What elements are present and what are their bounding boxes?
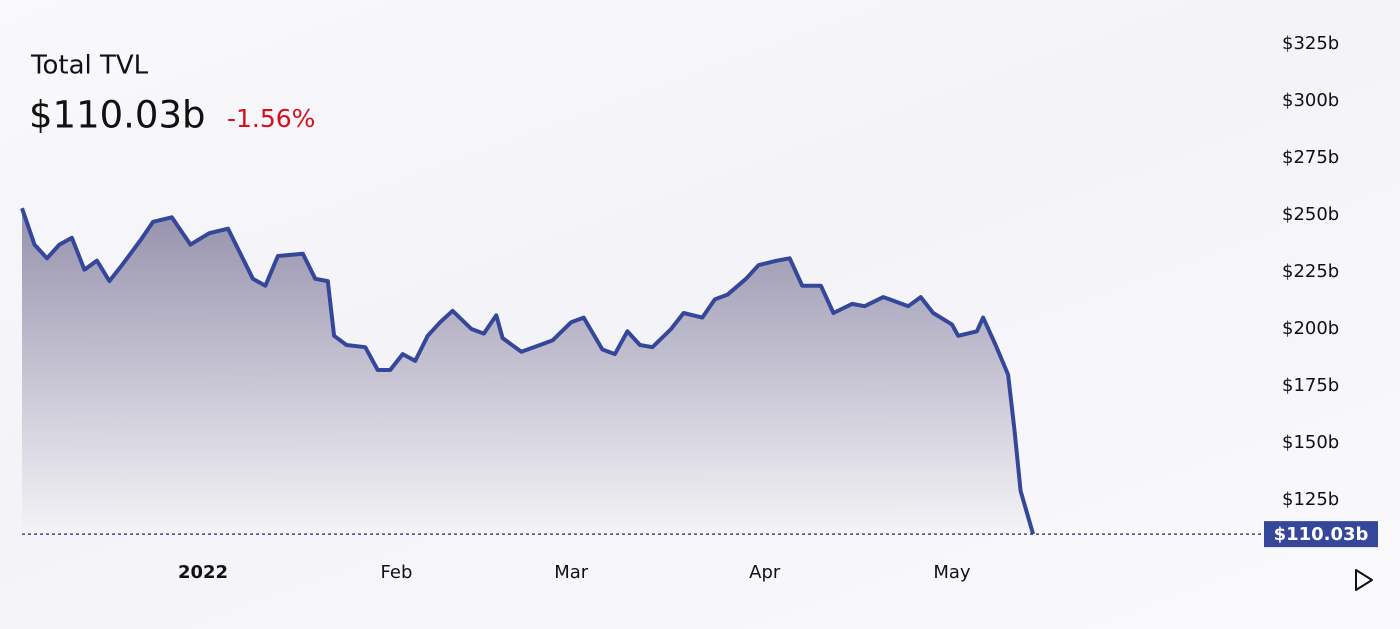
y-tick-label: $250b bbox=[1282, 204, 1339, 225]
x-tick-label: 2022 bbox=[178, 562, 228, 583]
y-tick-label: $300b bbox=[1282, 90, 1339, 111]
chart-title: Total TVL bbox=[30, 51, 149, 81]
area bbox=[22, 208, 1034, 535]
last-value-tag bbox=[1264, 521, 1378, 548]
y-tick-label: $150b bbox=[1282, 432, 1339, 453]
y-tick-label: $275b bbox=[1282, 147, 1339, 168]
play-button[interactable] bbox=[1355, 569, 1373, 591]
x-tick-label: Apr bbox=[749, 562, 781, 583]
change: -1.56% bbox=[227, 104, 315, 133]
y-tick-label: $325b bbox=[1282, 33, 1339, 54]
y-tick-label: $225b bbox=[1282, 261, 1339, 282]
line bbox=[20, 207, 1036, 535]
x-tick-label: Feb bbox=[381, 562, 413, 583]
y-tick-label: $200b bbox=[1282, 318, 1339, 339]
y-tick-label: $125b bbox=[1282, 489, 1339, 510]
x-tick-label: May bbox=[933, 562, 971, 583]
y-tick-label: $175b bbox=[1282, 375, 1339, 396]
x-tick-label: Mar bbox=[554, 562, 589, 583]
last-value-label: $110.03b bbox=[1274, 524, 1369, 545]
headline-value: $110.03b bbox=[29, 94, 206, 137]
